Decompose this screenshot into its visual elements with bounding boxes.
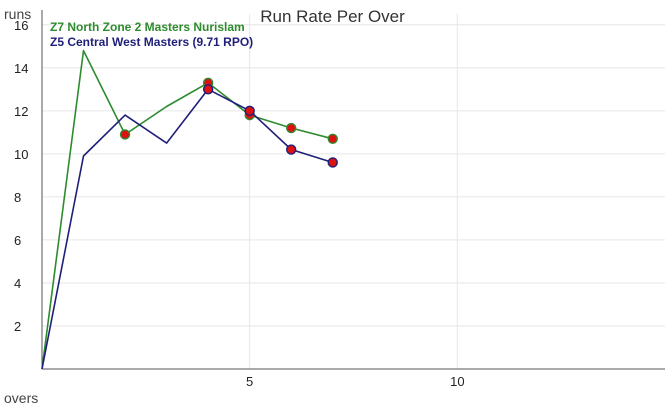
series-1-marker — [119, 129, 131, 140]
x-tick-label: 10 — [450, 374, 464, 389]
x-axis-label: overs — [4, 390, 39, 406]
chart-title: Run Rate Per Over — [260, 7, 405, 26]
y-tick-label: 8 — [14, 190, 21, 205]
series-2-marker — [327, 157, 338, 168]
series-1-marker — [327, 133, 338, 144]
y-tick-label: 12 — [14, 104, 28, 119]
y-tick-label: 2 — [14, 319, 21, 334]
legend-entry-series-1: Z7 North Zone 2 Masters Nurislam — [50, 20, 245, 34]
y-tick-label: 16 — [14, 18, 28, 33]
series-2-marker — [202, 84, 214, 95]
series-1-marker — [286, 122, 297, 134]
y-axis-label: runs — [4, 6, 32, 22]
y-tick-label: 14 — [14, 61, 28, 76]
y-tick-label: 6 — [14, 233, 21, 248]
x-tick-label: 5 — [246, 374, 253, 389]
series-line-1 — [41, 49, 333, 370]
legend: Z7 North Zone 2 Masters Nurislam Z5 Cent… — [50, 20, 253, 50]
y-tick-label: 10 — [14, 147, 28, 162]
legend-entry-series-2: Z5 Central West Masters (9.71 RPO) — [50, 35, 254, 49]
y-tick-label: 4 — [14, 276, 21, 291]
series-2-marker — [244, 105, 255, 117]
series-line-2 — [41, 88, 333, 370]
series-2-marker — [286, 144, 297, 155]
